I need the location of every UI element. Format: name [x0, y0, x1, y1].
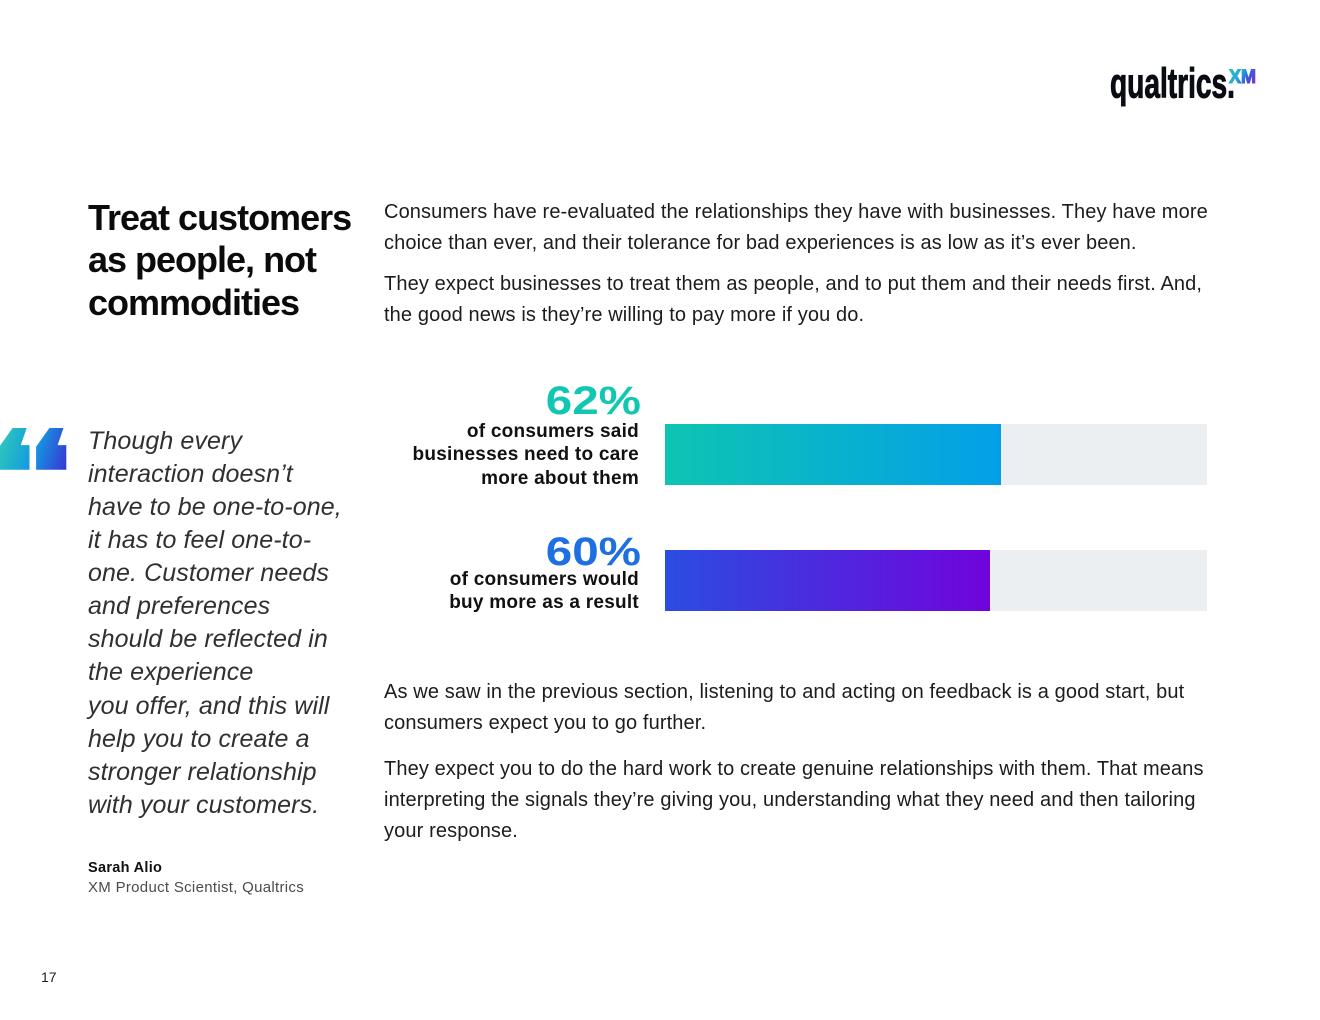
svg-text:XM: XM — [1229, 66, 1256, 88]
svg-text:qualtrics.: qualtrics. — [1110, 60, 1235, 107]
